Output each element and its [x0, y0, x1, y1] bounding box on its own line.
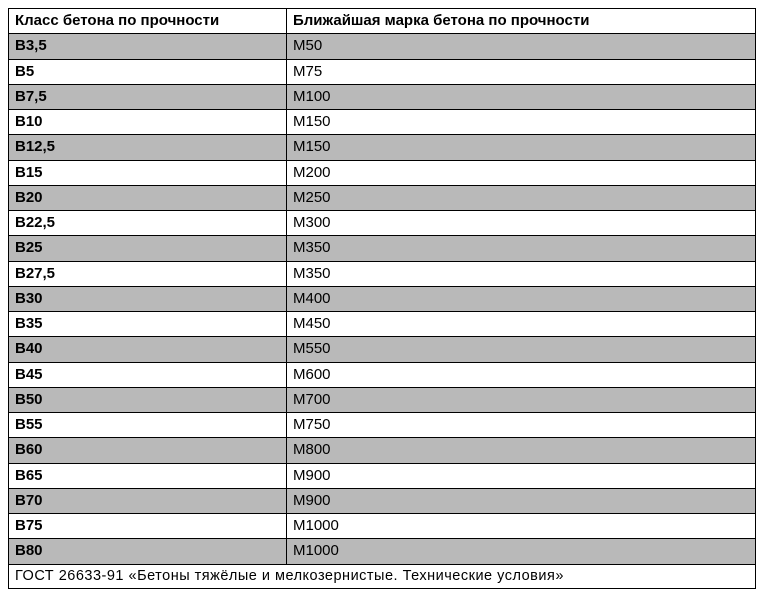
mark-cell: М900 — [287, 463, 756, 488]
table-row: В12,5М150 — [9, 135, 756, 160]
mark-cell: М75 — [287, 59, 756, 84]
mark-cell: М700 — [287, 387, 756, 412]
table-row: В22,5М300 — [9, 211, 756, 236]
class-cell: В15 — [9, 160, 287, 185]
mark-cell: М750 — [287, 413, 756, 438]
table-row: В10М150 — [9, 110, 756, 135]
class-cell: В10 — [9, 110, 287, 135]
mark-cell: М100 — [287, 84, 756, 109]
mark-cell: М1000 — [287, 539, 756, 564]
class-cell: В75 — [9, 514, 287, 539]
footer-row: ГОСТ 26633-91 «Бетоны тяжёлые и мелкозер… — [9, 564, 756, 589]
class-cell: В27,5 — [9, 261, 287, 286]
class-cell: В40 — [9, 337, 287, 362]
mark-cell: М450 — [287, 312, 756, 337]
table-row: В3,5М50 — [9, 34, 756, 59]
mark-cell: М400 — [287, 286, 756, 311]
table-row: В70М900 — [9, 488, 756, 513]
mark-cell: М800 — [287, 438, 756, 463]
class-cell: В55 — [9, 413, 287, 438]
table-body: В3,5М50В5М75В7,5М100В10М150В12,5М150В15М… — [9, 34, 756, 564]
mark-cell: М200 — [287, 160, 756, 185]
mark-cell: М350 — [287, 261, 756, 286]
class-cell: В20 — [9, 185, 287, 210]
mark-cell: М350 — [287, 236, 756, 261]
mark-cell: М1000 — [287, 514, 756, 539]
col-header-mark: Ближайшая марка бетона по прочности — [287, 9, 756, 34]
col-header-class: Класс бетона по прочности — [9, 9, 287, 34]
table-row: В30М400 — [9, 286, 756, 311]
table-row: В75М1000 — [9, 514, 756, 539]
table-row: В20М250 — [9, 185, 756, 210]
table-row: В80М1000 — [9, 539, 756, 564]
table-row: В55М750 — [9, 413, 756, 438]
table-row: В27,5М350 — [9, 261, 756, 286]
concrete-strength-table: Класс бетона по прочности Ближайшая марк… — [8, 8, 756, 589]
header-row: Класс бетона по прочности Ближайшая марк… — [9, 9, 756, 34]
table-row: В7,5М100 — [9, 84, 756, 109]
table-row: В35М450 — [9, 312, 756, 337]
class-cell: В22,5 — [9, 211, 287, 236]
class-cell: В12,5 — [9, 135, 287, 160]
mark-cell: М900 — [287, 488, 756, 513]
footer-text: ГОСТ 26633-91 «Бетоны тяжёлые и мелкозер… — [9, 564, 756, 589]
mark-cell: М600 — [287, 362, 756, 387]
class-cell: В80 — [9, 539, 287, 564]
table-row: В15М200 — [9, 160, 756, 185]
class-cell: В70 — [9, 488, 287, 513]
class-cell: В3,5 — [9, 34, 287, 59]
class-cell: В25 — [9, 236, 287, 261]
table-row: В5М75 — [9, 59, 756, 84]
table-row: В45М600 — [9, 362, 756, 387]
class-cell: В35 — [9, 312, 287, 337]
class-cell: В5 — [9, 59, 287, 84]
class-cell: В60 — [9, 438, 287, 463]
table-row: В25М350 — [9, 236, 756, 261]
class-cell: В65 — [9, 463, 287, 488]
class-cell: В30 — [9, 286, 287, 311]
class-cell: В45 — [9, 362, 287, 387]
table-row: В65М900 — [9, 463, 756, 488]
mark-cell: М50 — [287, 34, 756, 59]
mark-cell: М150 — [287, 135, 756, 160]
mark-cell: М150 — [287, 110, 756, 135]
table-row: В40М550 — [9, 337, 756, 362]
mark-cell: М300 — [287, 211, 756, 236]
mark-cell: М550 — [287, 337, 756, 362]
table-row: В60М800 — [9, 438, 756, 463]
class-cell: В7,5 — [9, 84, 287, 109]
mark-cell: М250 — [287, 185, 756, 210]
class-cell: В50 — [9, 387, 287, 412]
table-row: В50М700 — [9, 387, 756, 412]
